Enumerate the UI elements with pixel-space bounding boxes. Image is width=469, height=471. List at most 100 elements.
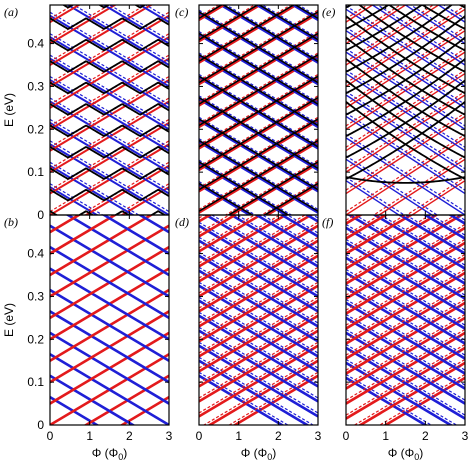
series-line-blue-dashed bbox=[346, 268, 465, 341]
x-axis-title: Φ (Φ0) bbox=[241, 446, 277, 462]
series-line-blue bbox=[346, 78, 465, 149]
series-line-red-dashed bbox=[346, 268, 465, 341]
series-line-black bbox=[357, 5, 465, 73]
series-line-black bbox=[50, 17, 169, 30]
y-axis-title: E (eV) bbox=[2, 303, 16, 337]
series-line-blue-dashed bbox=[346, 5, 465, 84]
series-line-blue-dashed bbox=[199, 236, 318, 309]
series-line-black bbox=[346, 15, 465, 95]
x-tick-label: 3 bbox=[166, 429, 173, 443]
y-tick-label: 0 bbox=[37, 208, 44, 222]
series-line-blue-dashed bbox=[261, 5, 318, 39]
series-line-blue bbox=[218, 5, 318, 64]
series-line-blue-dashed bbox=[346, 133, 465, 213]
series-line-blue bbox=[50, 246, 169, 319]
series-line-blue-dashed bbox=[199, 326, 318, 399]
series-line-red-dashed bbox=[199, 215, 307, 279]
series-line-black bbox=[346, 58, 465, 137]
series-line-blue-dashed bbox=[50, 97, 169, 170]
series-line-blue bbox=[199, 76, 318, 150]
series-line-red bbox=[199, 1, 318, 72]
series-line-blue bbox=[50, 374, 136, 425]
series-line-blue bbox=[199, 329, 318, 403]
panel-plot-5 bbox=[346, 78, 465, 425]
series-line-blue bbox=[346, 346, 465, 420]
series-line-blue bbox=[199, 98, 318, 171]
series-line-blue bbox=[199, 284, 318, 358]
series-line-blue bbox=[203, 215, 318, 283]
panel-label: (f) bbox=[322, 215, 333, 229]
panel-plot-0 bbox=[50, 5, 169, 215]
series-line-blue-dashed bbox=[199, 95, 318, 168]
series-line-blue bbox=[346, 94, 465, 173]
series-line-red-dashed bbox=[202, 356, 318, 425]
series-line-blue bbox=[199, 254, 318, 328]
series-line-red bbox=[119, 396, 169, 425]
series-line-blue-dashed bbox=[379, 215, 465, 266]
series-line-red-dashed bbox=[346, 313, 465, 386]
series-line-red-dashed bbox=[346, 283, 465, 356]
series-line-red-dashed bbox=[260, 181, 318, 215]
series-line-blue bbox=[279, 215, 318, 238]
series-line-blue bbox=[199, 374, 285, 425]
series-line-black bbox=[199, 75, 318, 148]
series-line-blue-dashed bbox=[199, 341, 318, 414]
series-line-blue-dashed bbox=[261, 215, 318, 249]
series-line-blue-dashed bbox=[199, 296, 318, 369]
panel-label: (a) bbox=[4, 5, 18, 19]
y-tick-label: 0.4 bbox=[27, 247, 44, 261]
series-line-blue-dashed bbox=[236, 215, 318, 264]
series-line-blue bbox=[346, 376, 428, 425]
series-line-blue bbox=[199, 162, 288, 215]
series-line-black bbox=[199, 96, 318, 169]
series-line-blue bbox=[346, 271, 465, 345]
panel-plot-2 bbox=[346, 0, 465, 215]
series-line-black bbox=[199, 5, 223, 19]
series-line-blue-dashed bbox=[50, 11, 169, 84]
series-line-blue bbox=[199, 299, 318, 373]
series-line-red-dashed bbox=[199, 116, 318, 189]
series-line-red-dashed bbox=[199, 326, 318, 399]
series-line-blue bbox=[199, 34, 318, 107]
series-line-blue-dashed bbox=[50, 54, 169, 127]
series-line-black bbox=[50, 81, 169, 95]
series-line-blue bbox=[199, 359, 310, 425]
series-line-red bbox=[50, 215, 82, 234]
series-line-black bbox=[199, 161, 290, 215]
series-line-blue bbox=[254, 215, 318, 253]
series-line-blue bbox=[199, 12, 318, 86]
series-line-blue-dashed bbox=[346, 343, 465, 416]
series-line-red-dashed bbox=[199, 31, 318, 103]
series-line-blue bbox=[397, 215, 465, 255]
series-line-blue-dashed bbox=[50, 76, 169, 148]
series-line-blue bbox=[346, 286, 465, 360]
series-line-black bbox=[258, 5, 318, 41]
series-line-black bbox=[346, 79, 465, 159]
series-line-red-dashed bbox=[228, 371, 318, 425]
series-line-red bbox=[346, 0, 465, 1]
series-line-red bbox=[346, 215, 389, 240]
series-line-blue bbox=[346, 241, 465, 315]
series-line-blue bbox=[199, 224, 318, 298]
series-line-red bbox=[265, 184, 318, 215]
series-line-blue bbox=[199, 119, 318, 193]
series-line-black bbox=[387, 5, 465, 52]
series-line-blue-dashed bbox=[346, 48, 465, 127]
series-line-blue-dashed bbox=[50, 140, 169, 213]
series-line-black bbox=[199, 54, 318, 127]
series-line-blue-dashed bbox=[346, 238, 465, 311]
series-line-blue-dashed bbox=[286, 215, 318, 234]
series-line-blue-dashed bbox=[199, 281, 318, 354]
y-tick-label: 0.2 bbox=[27, 332, 44, 346]
series-line-blue bbox=[346, 301, 465, 375]
series-line-black bbox=[199, 139, 318, 212]
series-line-blue bbox=[346, 0, 465, 1]
series-line-black bbox=[61, 5, 147, 9]
panel-plot-3 bbox=[50, 215, 169, 425]
series-line-red-dashed bbox=[346, 253, 465, 326]
series-line-red-dashed bbox=[224, 159, 318, 215]
series-line-blue bbox=[199, 184, 252, 215]
series-line-blue bbox=[199, 141, 318, 214]
series-line-blue bbox=[199, 55, 318, 129]
series-line-blue bbox=[372, 215, 465, 270]
